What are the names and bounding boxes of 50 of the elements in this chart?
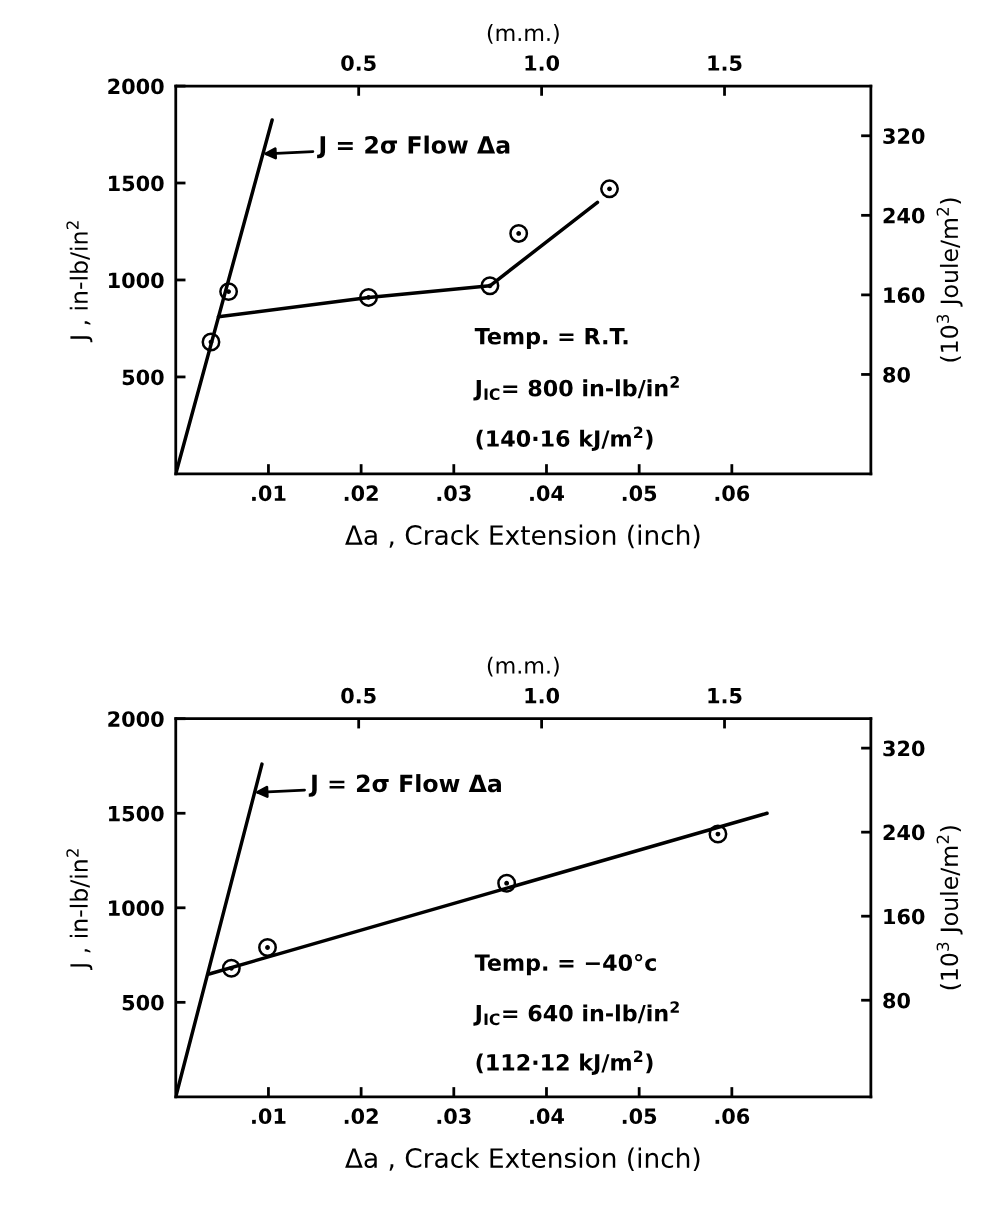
- x2-axis-title: (m.m.): [487, 24, 559, 44]
- x2-axis-title: (m.m.): [487, 656, 559, 677]
- x-axis-title: Δa , Crack Extension (inch): [345, 524, 700, 549]
- x-tick-label: .02: [344, 485, 378, 502]
- x2-tick-label: 1.0: [525, 687, 560, 704]
- annotation: Temp. = −40°c: [474, 954, 656, 976]
- x-tick-label: .06: [715, 1108, 750, 1125]
- y-axis-title: J , in-lb/in$^{2}$: [66, 221, 93, 343]
- x-tick-label: .03: [437, 1108, 471, 1125]
- y-axis-title: J , in-lb/in$^{2}$: [66, 849, 93, 971]
- x2-tick-label: 1.5: [708, 688, 742, 704]
- y2-tick-label: 160: [884, 908, 925, 925]
- x-tick-label: .05: [622, 485, 657, 502]
- y2-tick-label: 240: [883, 207, 925, 224]
- x-tick-label: .04: [530, 485, 564, 502]
- y2-tick-label: 320: [883, 128, 925, 144]
- x-tick-label: .05: [622, 1108, 657, 1125]
- y-tick-label: 1000: [109, 900, 164, 916]
- annotation: Temp. = R.T.: [474, 328, 628, 349]
- y2-tick-label: 80: [883, 366, 910, 383]
- y2-axis-title: (10$^{3}$ Joule/m$^{2}$): [936, 826, 963, 990]
- x2-tick-label: 0.5: [341, 687, 376, 704]
- x-tick-label: .01: [252, 485, 286, 502]
- y-tick-label: 1000: [109, 272, 164, 289]
- annotation: J = 2σ Flow Δa: [308, 774, 501, 797]
- y2-tick-label: 240: [883, 824, 925, 841]
- y-tick-label: 1500: [109, 805, 164, 822]
- y2-axis-title: (10$^{3}$ Joule/m$^{2}$): [936, 198, 963, 362]
- y-tick-label: 2000: [108, 78, 164, 95]
- x-tick-label: .04: [530, 1108, 564, 1125]
- y2-tick-label: 80: [883, 992, 910, 1009]
- annotation: J = 2σ Flow Δa: [317, 135, 510, 159]
- x2-tick-label: 1.0: [525, 55, 560, 71]
- y-tick-label: 500: [122, 994, 164, 1011]
- y-tick-label: 1500: [109, 175, 164, 192]
- x-tick-label: .02: [344, 1108, 378, 1125]
- annotation: (112·12 kJ/m$^{2}$): [476, 1050, 653, 1075]
- x-tick-label: .03: [437, 485, 471, 502]
- annotation: (140·16 kJ/m$^{2}$): [476, 426, 653, 452]
- x-tick-label: .01: [252, 1108, 286, 1125]
- x2-tick-label: 0.5: [341, 55, 376, 71]
- x-tick-label: .06: [715, 485, 750, 502]
- y2-tick-label: 320: [883, 740, 925, 757]
- annotation: J$_{IC}$= 800 in-lb/in$^{2}$: [473, 376, 679, 401]
- y2-tick-label: 160: [884, 287, 925, 304]
- x2-tick-label: 1.5: [708, 55, 742, 71]
- y-tick-label: 500: [122, 369, 164, 386]
- annotation: J$_{IC}$= 640 in-lb/in$^{2}$: [473, 1001, 679, 1026]
- y-tick-label: 2000: [108, 711, 164, 727]
- x-axis-title: Δa , Crack Extension (inch): [345, 1147, 700, 1172]
